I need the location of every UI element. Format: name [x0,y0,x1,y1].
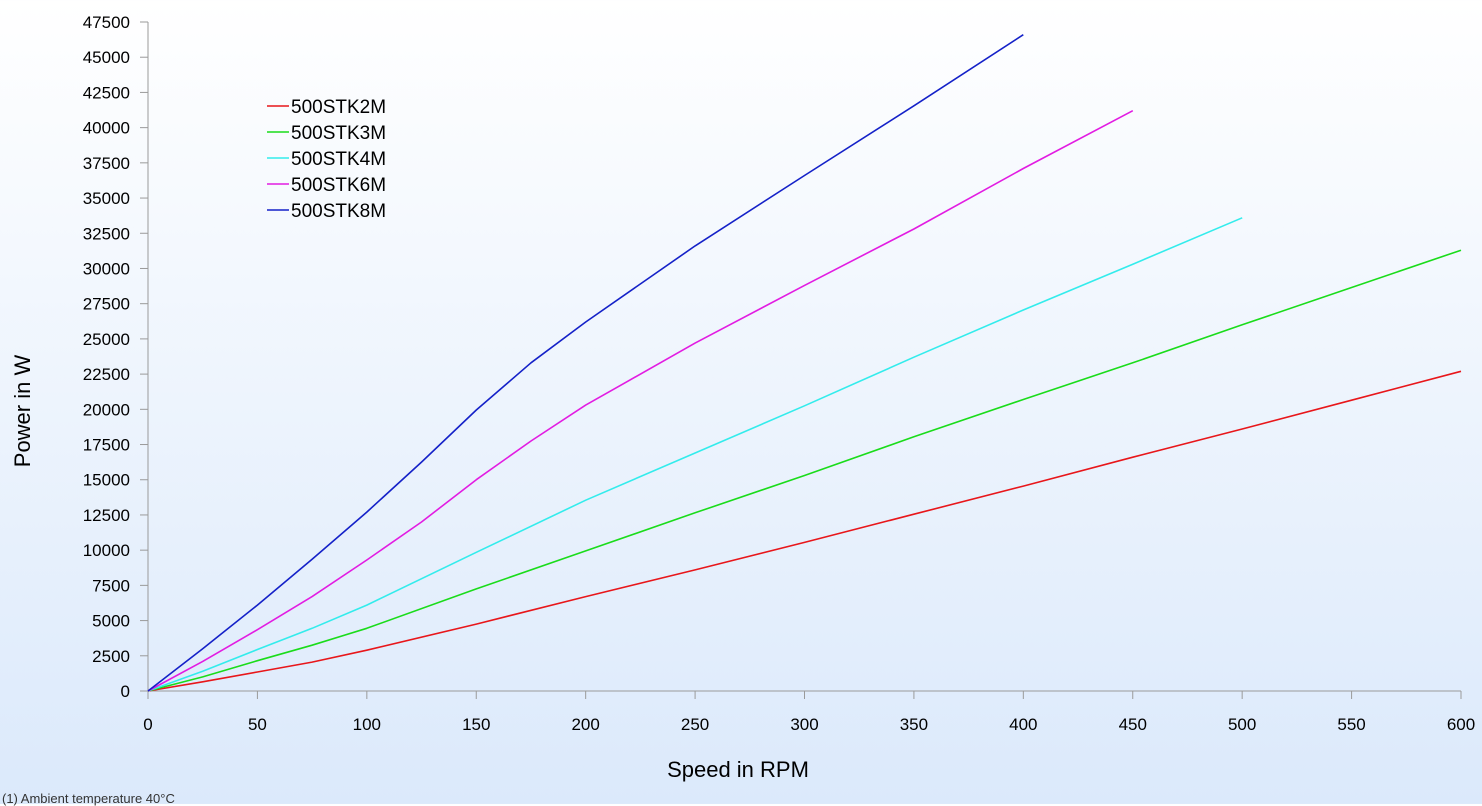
x-tick-label: 350 [900,715,928,734]
chart-axes [140,21,1462,699]
y-tick-label: 7500 [92,576,130,595]
y-tick-label: 30000 [83,259,130,278]
x-tick-label: 150 [462,715,490,734]
y-tick-label: 32500 [83,224,130,243]
series-line-500stk4m [147,217,1243,692]
y-tick-label: 10000 [83,541,130,560]
x-tick-label: 50 [248,715,267,734]
series-line-500stk8m [147,34,1024,692]
y-tick-label: 35000 [83,189,130,208]
y-tick-label: 47500 [83,13,130,32]
y-tick-label: 40000 [83,119,130,138]
x-tick-label: 300 [790,715,818,734]
x-tick-label: 400 [1009,715,1037,734]
y-tick-label: 37500 [83,154,130,173]
x-axis-label: Speed in RPM [667,757,809,782]
legend-label: 500STK2M [291,97,386,118]
x-tick-label: 500 [1228,715,1256,734]
legend-label: 500STK8M [291,201,386,222]
y-tick-label: 2500 [92,647,130,666]
legend: 500STK2M 500STK3M 500STK4M 500STK6M 500STK8M [267,97,386,222]
y-tick-label: 15000 [83,471,130,490]
y-tick-label: 27500 [83,295,130,314]
y-tick-label: 0 [121,682,130,701]
legend-label: 500STK6M [291,175,386,196]
legend-label: 500STK3M [291,123,386,144]
x-tick-label: 100 [353,715,381,734]
x-tick-label: 550 [1337,715,1365,734]
y-tick-label: 22500 [83,365,130,384]
series-line-500stk2m [147,370,1462,692]
y-tick-label: 25000 [83,330,130,349]
y-tick-label: 42500 [83,83,130,102]
tick-labels: 0250050007500100001250015000175002000022… [83,13,1475,734]
plot-area [147,34,1462,692]
series-line-500stk3m [147,249,1462,692]
x-tick-label: 200 [571,715,599,734]
y-axis-label: Power in W [10,355,35,468]
legend-label: 500STK4M [291,149,386,170]
x-tick-label: 600 [1447,715,1475,734]
footnote: (1) Ambient temperature 40°C [2,791,175,806]
series-line-500stk6m [147,109,1134,692]
y-tick-label: 5000 [92,612,130,631]
y-tick-label: 45000 [83,48,130,67]
x-tick-label: 450 [1119,715,1147,734]
y-tick-label: 17500 [83,436,130,455]
y-tick-label: 12500 [83,506,130,525]
y-tick-label: 20000 [83,400,130,419]
x-tick-label: 250 [681,715,709,734]
x-tick-label: 0 [143,715,152,734]
